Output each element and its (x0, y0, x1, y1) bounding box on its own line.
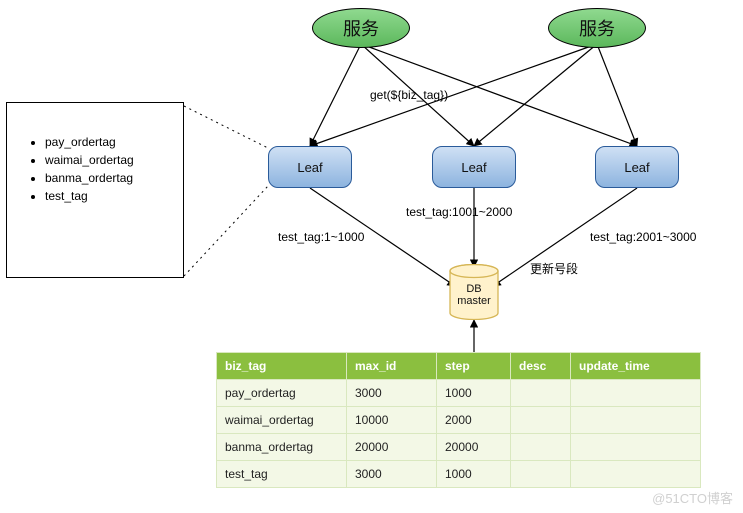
table-cell (571, 434, 701, 461)
leaf-node-2: Leaf (432, 146, 516, 188)
table-row: test_tag30001000 (217, 461, 701, 488)
table-cell: banma_ordertag (217, 434, 347, 461)
table-cell: 20000 (347, 434, 437, 461)
table-cell (511, 461, 571, 488)
table-cell (571, 407, 701, 434)
edge-label-get-biz: get(${biz_tag}) (370, 88, 448, 102)
service-node-2: 服务 (548, 8, 646, 48)
leaf-node-3: Leaf (595, 146, 679, 188)
service-node-1: 服务 (312, 8, 410, 48)
table-row: banma_ordertag2000020000 (217, 434, 701, 461)
table-header-cell: update_time (571, 353, 701, 380)
db-master-node: DBmaster (449, 264, 499, 320)
leaf-node-3-label: Leaf (624, 160, 649, 175)
biz-tag-list-item: banma_ordertag (45, 171, 165, 185)
table-cell: 1000 (437, 380, 511, 407)
table-cell (511, 380, 571, 407)
table-row: waimai_ordertag100002000 (217, 407, 701, 434)
table-cell: test_tag (217, 461, 347, 488)
edge-label-range-3: test_tag:2001~3000 (590, 230, 696, 244)
table-cell: 1000 (437, 461, 511, 488)
table-cell (511, 407, 571, 434)
table-cell: 10000 (347, 407, 437, 434)
service-node-1-label: 服务 (343, 15, 379, 41)
service-node-2-label: 服务 (579, 15, 615, 41)
biz-tag-list-item: waimai_ordertag (45, 153, 165, 167)
table-header-cell: desc (511, 353, 571, 380)
leaf-node-1: Leaf (268, 146, 352, 188)
leaf-node-1-label: Leaf (297, 160, 322, 175)
table-cell: 2000 (437, 407, 511, 434)
biz-tag-list: pay_ordertag waimai_ordertag banma_orderta… (25, 135, 165, 203)
edge-label-range-1: test_tag:1~1000 (278, 230, 364, 244)
table-cell: pay_ordertag (217, 380, 347, 407)
table-cell: 3000 (347, 461, 437, 488)
edge-label-range-2: test_tag:1001~2000 (406, 205, 512, 219)
biz-tag-list-item: pay_ordertag (45, 135, 165, 149)
table-header-row: biz_tagmax_idstepdescupdate_time (217, 353, 701, 380)
leaf-node-2-label: Leaf (461, 160, 486, 175)
table-cell: 20000 (437, 434, 511, 461)
biz-tag-list-box: pay_ordertag waimai_ordertag banma_orderta… (6, 102, 184, 278)
table-cell (511, 434, 571, 461)
biz-tag-list-item: test_tag (45, 189, 165, 203)
table-cell (571, 380, 701, 407)
watermark-text: @51CTO博客 (652, 488, 733, 507)
table-header-cell: biz_tag (217, 353, 347, 380)
biz-tag-table: biz_tagmax_idstepdescupdate_time pay_ord… (216, 352, 701, 488)
table-row: pay_ordertag30001000 (217, 380, 701, 407)
edge-label-update-segment: 更新号段 (530, 260, 578, 277)
table-cell (571, 461, 701, 488)
table-cell: waimai_ordertag (217, 407, 347, 434)
table-header-cell: max_id (347, 353, 437, 380)
db-master-label: DBmaster (457, 283, 491, 307)
table-cell: 3000 (347, 380, 437, 407)
table-header-cell: step (437, 353, 511, 380)
